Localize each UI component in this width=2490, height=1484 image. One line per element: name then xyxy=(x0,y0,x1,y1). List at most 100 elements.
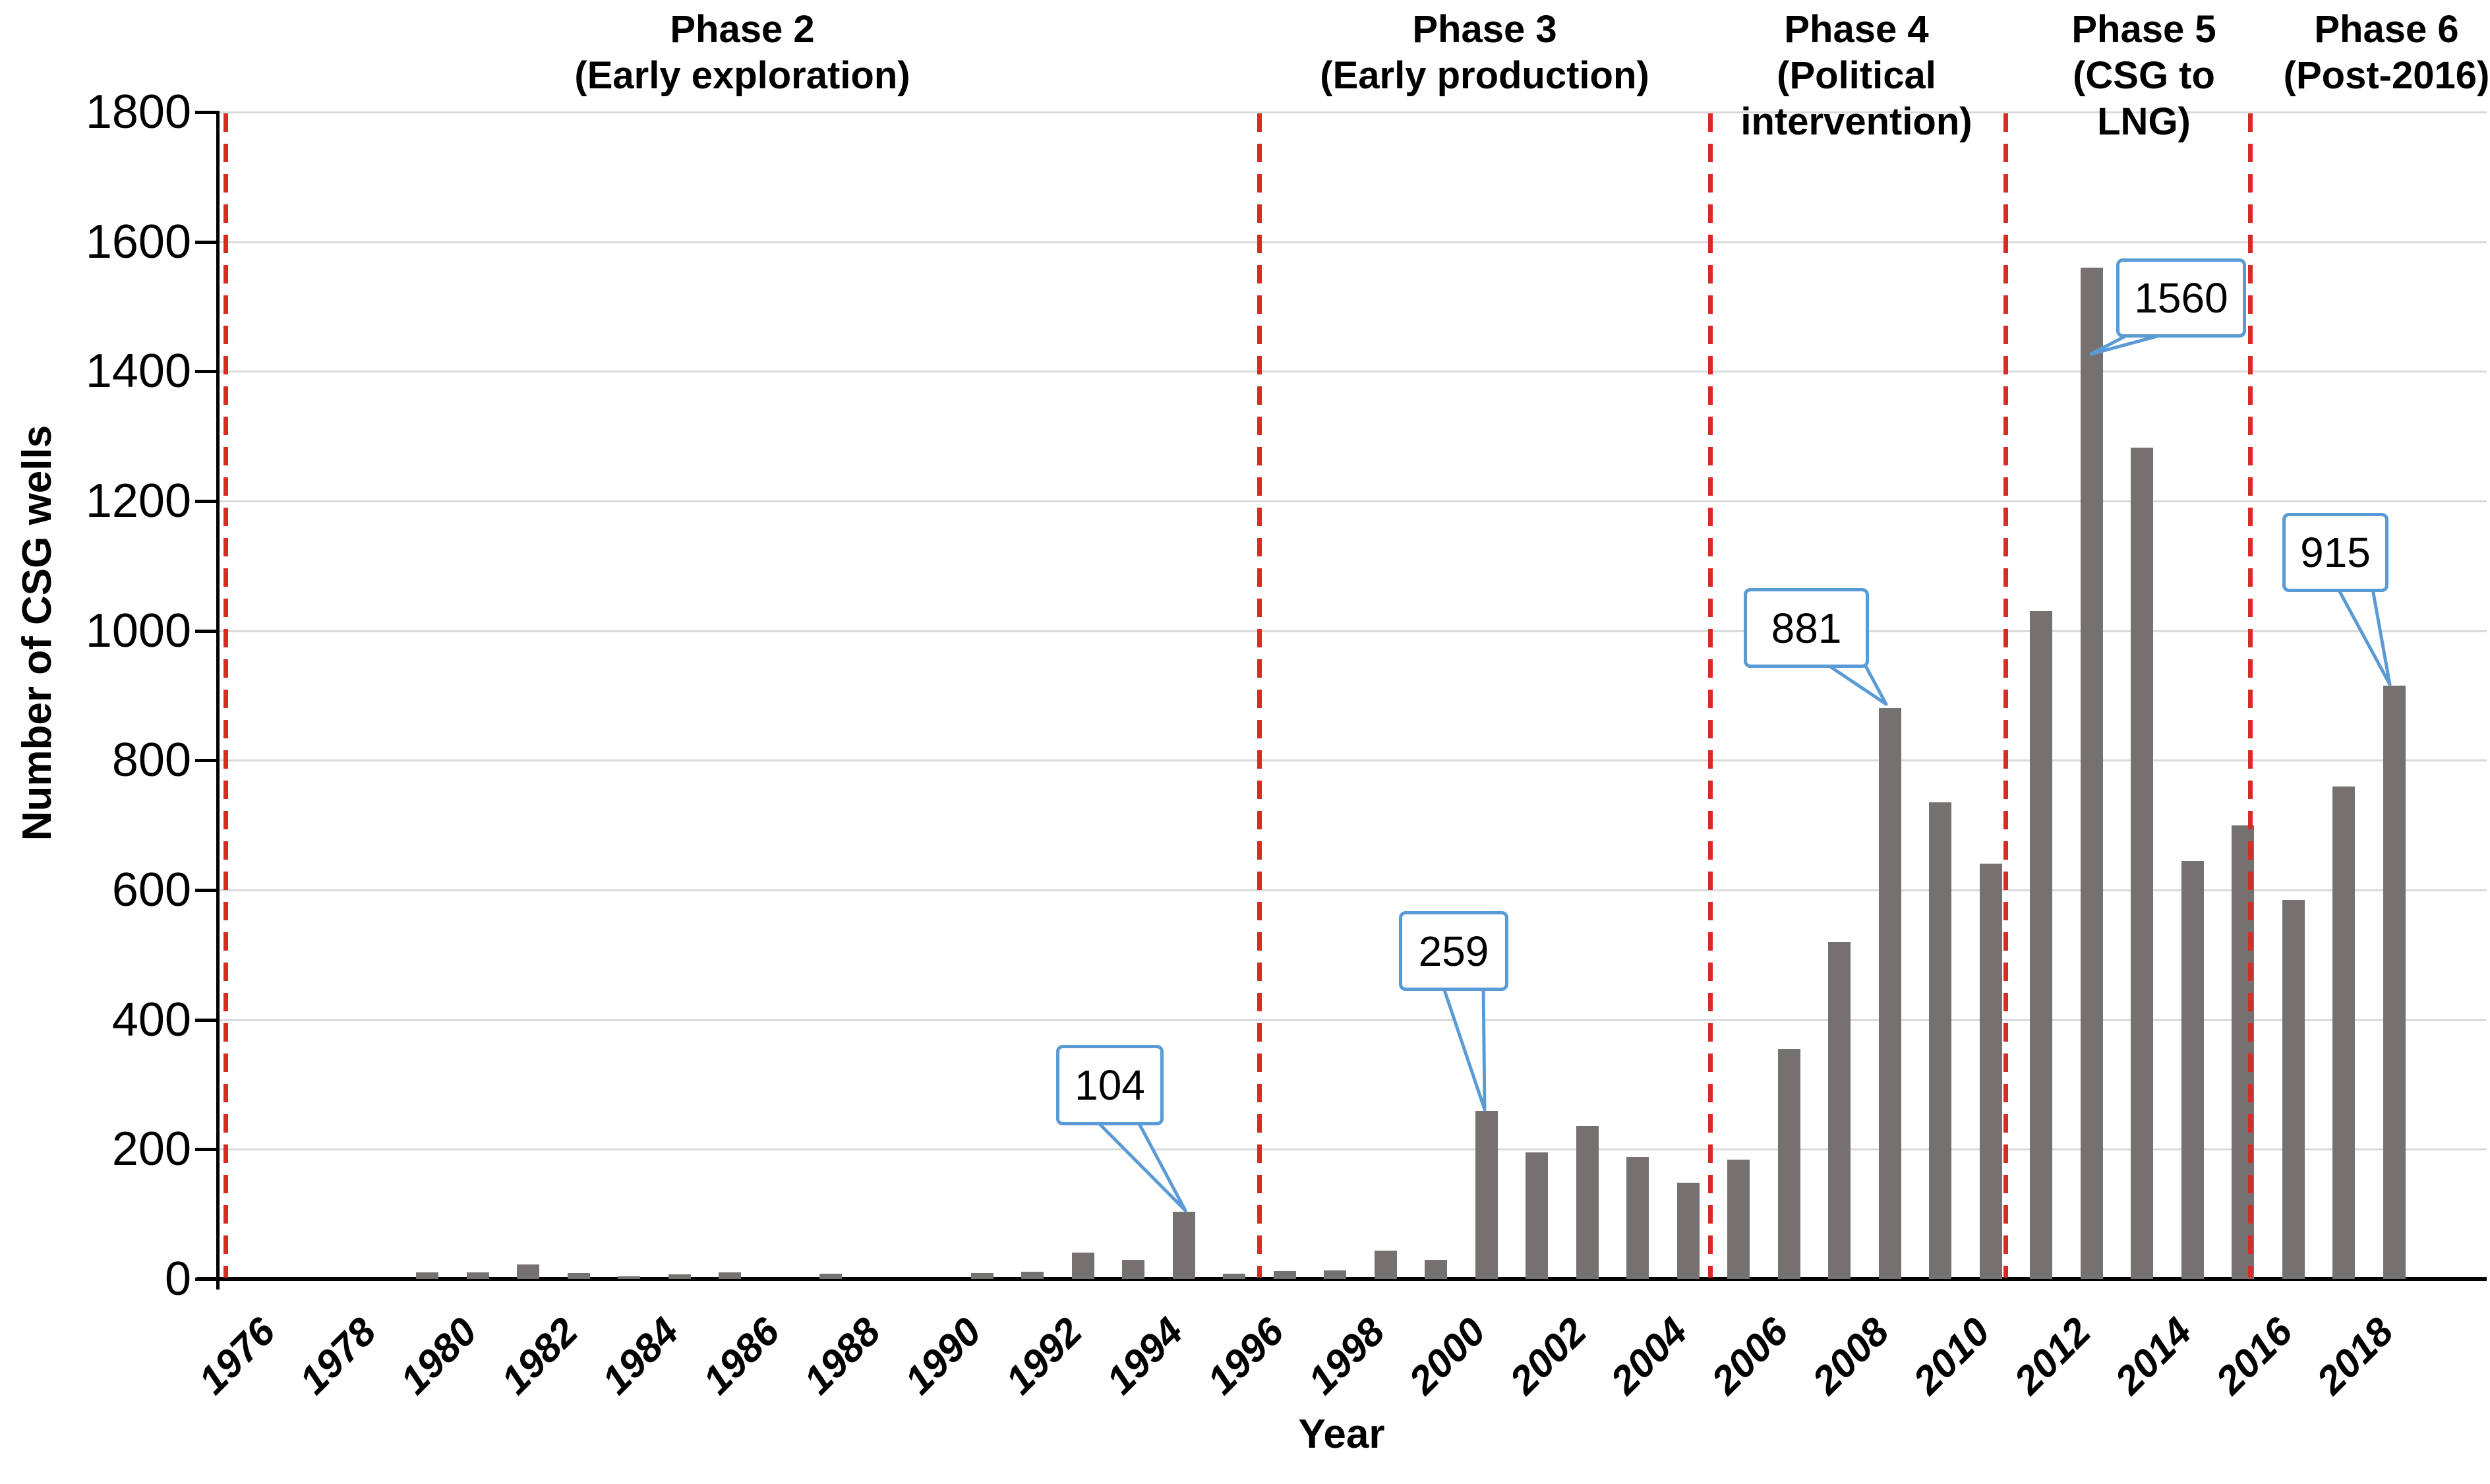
phase-label-line: Phase 3 xyxy=(1412,8,1557,51)
phase-label-line: (Early exploration) xyxy=(574,54,910,97)
phase-boundary-line-2 xyxy=(1257,113,1262,1278)
callout-881: 881 xyxy=(1744,588,1869,668)
y-tick-label-1600: 1600 xyxy=(85,215,191,268)
gridline-800 xyxy=(220,759,2487,762)
y-tick-label-0: 0 xyxy=(164,1253,191,1305)
bar-2000 xyxy=(1425,1259,1447,1279)
y-tick-mark-800 xyxy=(195,759,218,763)
phase-boundary-line-4 xyxy=(2003,113,2008,1278)
phase-boundary-line-1 xyxy=(223,113,228,1278)
bar-1992 xyxy=(1021,1272,1044,1279)
gridline-400 xyxy=(220,1019,2487,1021)
bar-2013 xyxy=(2080,268,2103,1279)
phase-label-line: (Early production) xyxy=(1320,54,1649,97)
bar-2009 xyxy=(1878,707,1901,1279)
bar-2008 xyxy=(1828,941,1851,1279)
y-tick-mark-1600 xyxy=(195,240,218,244)
bar-2001 xyxy=(1475,1111,1498,1279)
phase-label-line: Phase 2 xyxy=(670,8,815,51)
callout-pointer-104 xyxy=(1093,1117,1187,1212)
phase-label-5: Phase 5 (CSG to LNG) xyxy=(1831,7,2457,145)
phase-label-line: intervention) xyxy=(1740,100,1972,143)
callout-915: 915 xyxy=(2282,513,2388,592)
bar-1995 xyxy=(1172,1211,1195,1279)
bar-1999 xyxy=(1374,1250,1397,1279)
callout-pointer-259 xyxy=(1440,984,1487,1112)
gridline-1400 xyxy=(220,371,2487,373)
phase-label-6: Phase 6 (Post-2016) xyxy=(2073,7,2490,99)
bar-1997 xyxy=(1273,1271,1296,1279)
gridline-200 xyxy=(220,1148,2487,1151)
x-axis-line xyxy=(196,1277,2487,1281)
bar-2015 xyxy=(2181,860,2204,1279)
bar-2014 xyxy=(2131,448,2153,1279)
bar-2003 xyxy=(1576,1125,1599,1279)
phase-boundary-line-5 xyxy=(2247,113,2253,1278)
gridline-600 xyxy=(220,889,2487,891)
y-axis-line xyxy=(216,111,220,1290)
gridline-1000 xyxy=(220,630,2487,632)
y-tick-label-1400: 1400 xyxy=(85,345,191,398)
y-tick-mark-1800 xyxy=(195,111,218,114)
y-tick-label-1200: 1200 xyxy=(85,475,191,527)
phase-label-line: (CSG to xyxy=(2073,54,2215,97)
gridline-1800 xyxy=(220,111,2487,113)
y-tick-mark-200 xyxy=(195,1148,218,1152)
y-tick-mark-1400 xyxy=(195,370,218,374)
phase-label-line: LNG) xyxy=(2097,100,2191,143)
callout-pointer-915 xyxy=(2334,584,2392,686)
bar-2018 xyxy=(2332,786,2355,1279)
y-tick-label-200: 200 xyxy=(111,1123,191,1176)
bar-2019 xyxy=(2383,686,2406,1279)
phase-label-2: Phase 2 (Early exploration) xyxy=(429,7,1055,99)
bar-1988 xyxy=(819,1274,842,1279)
y-tick-label-400: 400 xyxy=(111,993,191,1046)
phase-label-3: Phase 3 (Early production) xyxy=(1171,7,1798,99)
bar-1994 xyxy=(1122,1260,1144,1279)
y-tick-label-1800: 1800 xyxy=(85,86,191,138)
phase-boundary-line-3 xyxy=(1708,113,1713,1278)
y-tick-mark-600 xyxy=(195,889,218,892)
y-tick-label-600: 600 xyxy=(111,864,191,916)
bar-2004 xyxy=(1626,1157,1649,1279)
bar-2005 xyxy=(1676,1183,1700,1279)
callout-104: 104 xyxy=(1056,1045,1164,1125)
callout-pointer-881 xyxy=(1821,659,1888,706)
y-tick-mark-400 xyxy=(195,1018,218,1022)
bar-1993 xyxy=(1071,1252,1094,1279)
callout-1560: 1560 xyxy=(2116,258,2246,338)
phase-label-4: Phase 4 (Political intervention) xyxy=(1543,7,2170,145)
gridline-1200 xyxy=(220,500,2487,502)
bar-2011 xyxy=(1979,863,2002,1279)
y-tick-mark-1000 xyxy=(195,629,218,633)
phase-label-line: Phase 4 xyxy=(1784,8,1929,51)
bar-1982 xyxy=(517,1264,539,1279)
bar-1998 xyxy=(1324,1270,1346,1279)
bar-2007 xyxy=(1777,1048,1800,1279)
phase-label-line: Phase 5 xyxy=(2071,8,2216,51)
bar-1991 xyxy=(970,1273,993,1279)
phase-label-line: Phase 6 xyxy=(2314,8,2459,51)
gridline-1600 xyxy=(220,241,2487,243)
bar-2002 xyxy=(1526,1152,1548,1279)
bar-2010 xyxy=(1929,802,1951,1279)
bar-2006 xyxy=(1727,1160,1750,1279)
bar-1984 xyxy=(618,1276,640,1279)
callout-259: 259 xyxy=(1399,911,1508,991)
bar-1980 xyxy=(416,1272,438,1279)
bar-1983 xyxy=(567,1273,590,1279)
bar-1986 xyxy=(719,1272,741,1279)
y-tick-label-800: 800 xyxy=(111,734,191,787)
bar-2017 xyxy=(2282,899,2305,1279)
bar-1985 xyxy=(668,1274,691,1279)
y-tick-label-1000: 1000 xyxy=(85,604,191,657)
phase-label-line: (Post-2016) xyxy=(2283,54,2490,97)
bar-2012 xyxy=(2030,611,2052,1279)
phase-label-line: (Political xyxy=(1777,54,1936,97)
bar-1981 xyxy=(466,1272,489,1279)
y-tick-mark-1200 xyxy=(195,500,218,503)
bar-1996 xyxy=(1223,1274,1245,1279)
x-axis-title: Year xyxy=(1298,1411,1385,1457)
